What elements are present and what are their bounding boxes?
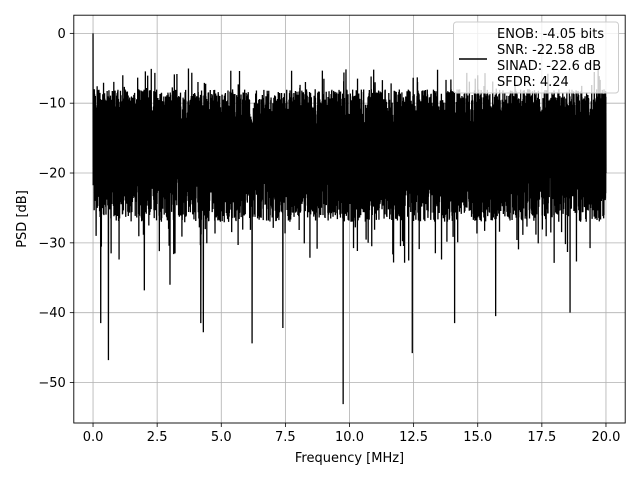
legend-entry-enob: ENOB: -4.05 bits	[497, 27, 604, 42]
y-axis: 0 −10 −20 −30 −40 −50	[38, 27, 74, 391]
x-tick-label: 5.0	[211, 430, 232, 445]
legend-entry-snr: SNR: -22.58 dB	[497, 43, 595, 58]
y-tick-label: −50	[38, 376, 65, 391]
x-tick-label: 20.0	[591, 430, 620, 445]
y-tick-label: −40	[38, 306, 65, 321]
y-tick-label: −10	[38, 97, 65, 112]
psd-trace	[92, 33, 607, 405]
y-tick-label: −20	[38, 167, 65, 182]
y-tick-label: −30	[38, 236, 65, 251]
x-tick-label: 17.5	[527, 430, 556, 445]
y-tick-label: 0	[58, 27, 66, 42]
x-tick-label: 7.5	[275, 430, 296, 445]
series-psd	[92, 33, 607, 405]
x-axis-label: Frequency [MHz]	[295, 451, 404, 466]
x-tick-label: 10.0	[335, 430, 364, 445]
x-tick-label: 2.5	[147, 430, 168, 445]
legend-box	[453, 21, 619, 94]
x-tick-label: 12.5	[399, 430, 428, 445]
x-tick-label: 0.0	[83, 430, 104, 445]
x-tick-label: 15.0	[463, 430, 492, 445]
legend: ENOB: -4.05 bits SNR: -22.58 dB SINAD: -…	[453, 21, 619, 94]
y-axis-label: PSD [dB]	[15, 190, 30, 248]
legend-entry-sfdr: SFDR: 4.24	[497, 75, 569, 90]
legend-entry-sinad: SINAD: -22.6 dB	[497, 59, 601, 74]
x-axis: 0.0 2.5 5.0 7.5 10.0 12.5 15.0 17.5 20.0	[83, 423, 620, 445]
